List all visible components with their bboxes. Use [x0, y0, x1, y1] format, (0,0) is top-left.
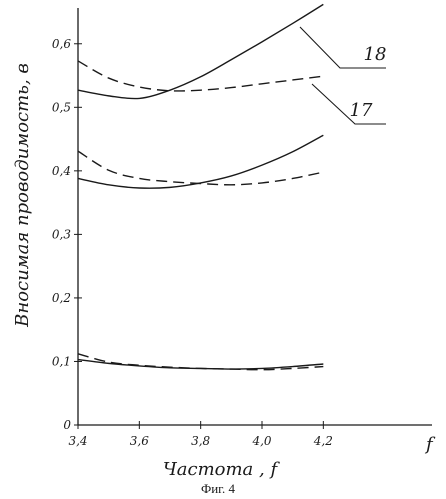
x-tick-label: 3,8: [191, 434, 210, 448]
curve-label-leader: [299, 26, 386, 69]
y-tick-label: 0,4: [52, 164, 71, 178]
x-tick-label: 3,4: [68, 434, 87, 448]
figure-caption: Фиг. 4: [201, 481, 236, 496]
x-axis-end-label: f: [424, 434, 436, 455]
curve-label-leader: [311, 83, 386, 125]
x-axis-title: Частота , f: [163, 459, 281, 480]
y-tick-label: 0,2: [52, 291, 71, 305]
x-tick-label: 4,0: [251, 434, 271, 448]
x-tick-label: 4,2: [313, 434, 333, 448]
y-tick-label: 0,6: [52, 37, 71, 51]
series-group: [77, 3, 324, 371]
y-tick-label: 0,3: [52, 227, 71, 241]
x-tick-label: 3,6: [130, 434, 149, 448]
axes: 0 0,1 0,2 0,3 0,4 0,5 0,6 3,4 3,6 3,8 4,0 4,2: [52, 8, 432, 448]
y-tick-label: 0: [63, 418, 71, 432]
series-4-dashed-line: [77, 150, 324, 186]
y-tick-label: 0,5: [52, 100, 71, 114]
curve-label-18: 18: [364, 44, 387, 65]
series-1-solid-line: [77, 3, 324, 100]
y-axis-title: Вносимая проводимость, в: [12, 63, 33, 328]
series-3-solid-line: [77, 134, 324, 189]
series-5-solid-line: [77, 358, 324, 370]
y-tick-label: 0,1: [52, 354, 71, 368]
series-6-dashed-line: [77, 353, 324, 371]
series-2-dashed-line: [77, 60, 324, 92]
curve-label-17: 17: [350, 100, 373, 121]
